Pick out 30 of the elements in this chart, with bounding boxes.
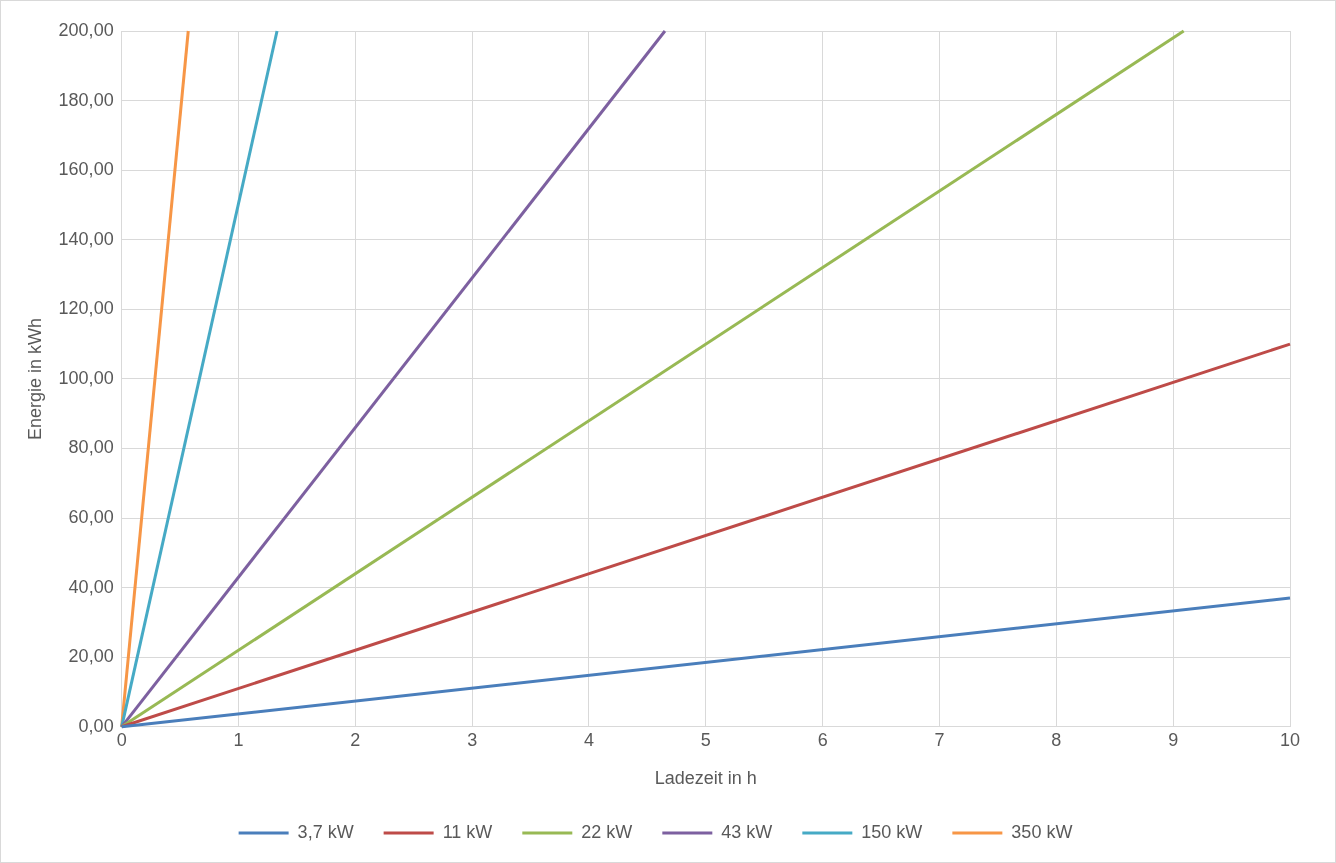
y-axis-title: Energie in kWh [24,317,45,440]
x-tick-label: 8 [1051,729,1062,750]
x-tick-label: 10 [1279,729,1301,750]
legend-label: 350 kW [1011,821,1073,842]
legend-label: 22 kW [581,821,633,842]
y-tick-label: 0,00 [78,715,114,736]
legend-label: 43 kW [721,821,773,842]
x-tick-label: 6 [817,729,828,750]
x-tick-label: 3 [467,729,478,750]
y-tick-label: 20,00 [68,646,114,667]
x-tick-label: 9 [1168,729,1179,750]
y-tick-label: 60,00 [68,507,114,528]
y-tick-label: 180,00 [58,89,114,110]
x-tick-label: 7 [934,729,945,750]
x-axis-title: Ladezeit in h [654,768,757,789]
x-tick-label: 2 [350,729,361,750]
y-tick-label: 200,00 [58,19,114,40]
x-tick-label: 1 [233,729,244,750]
legend-label: 3,7 kW [297,821,354,842]
x-tick-label: 5 [700,729,711,750]
y-tick-label: 40,00 [68,576,114,597]
legend-label: 11 kW [442,821,493,842]
y-tick-label: 160,00 [58,159,114,180]
y-tick-label: 100,00 [58,367,114,388]
x-tick-label: 4 [583,729,594,750]
x-tick-label: 0 [116,729,127,750]
y-tick-label: 120,00 [58,298,114,319]
y-tick-label: 140,00 [58,228,114,249]
legend-label: 150 kW [861,821,923,842]
y-tick-label: 80,00 [68,437,114,458]
